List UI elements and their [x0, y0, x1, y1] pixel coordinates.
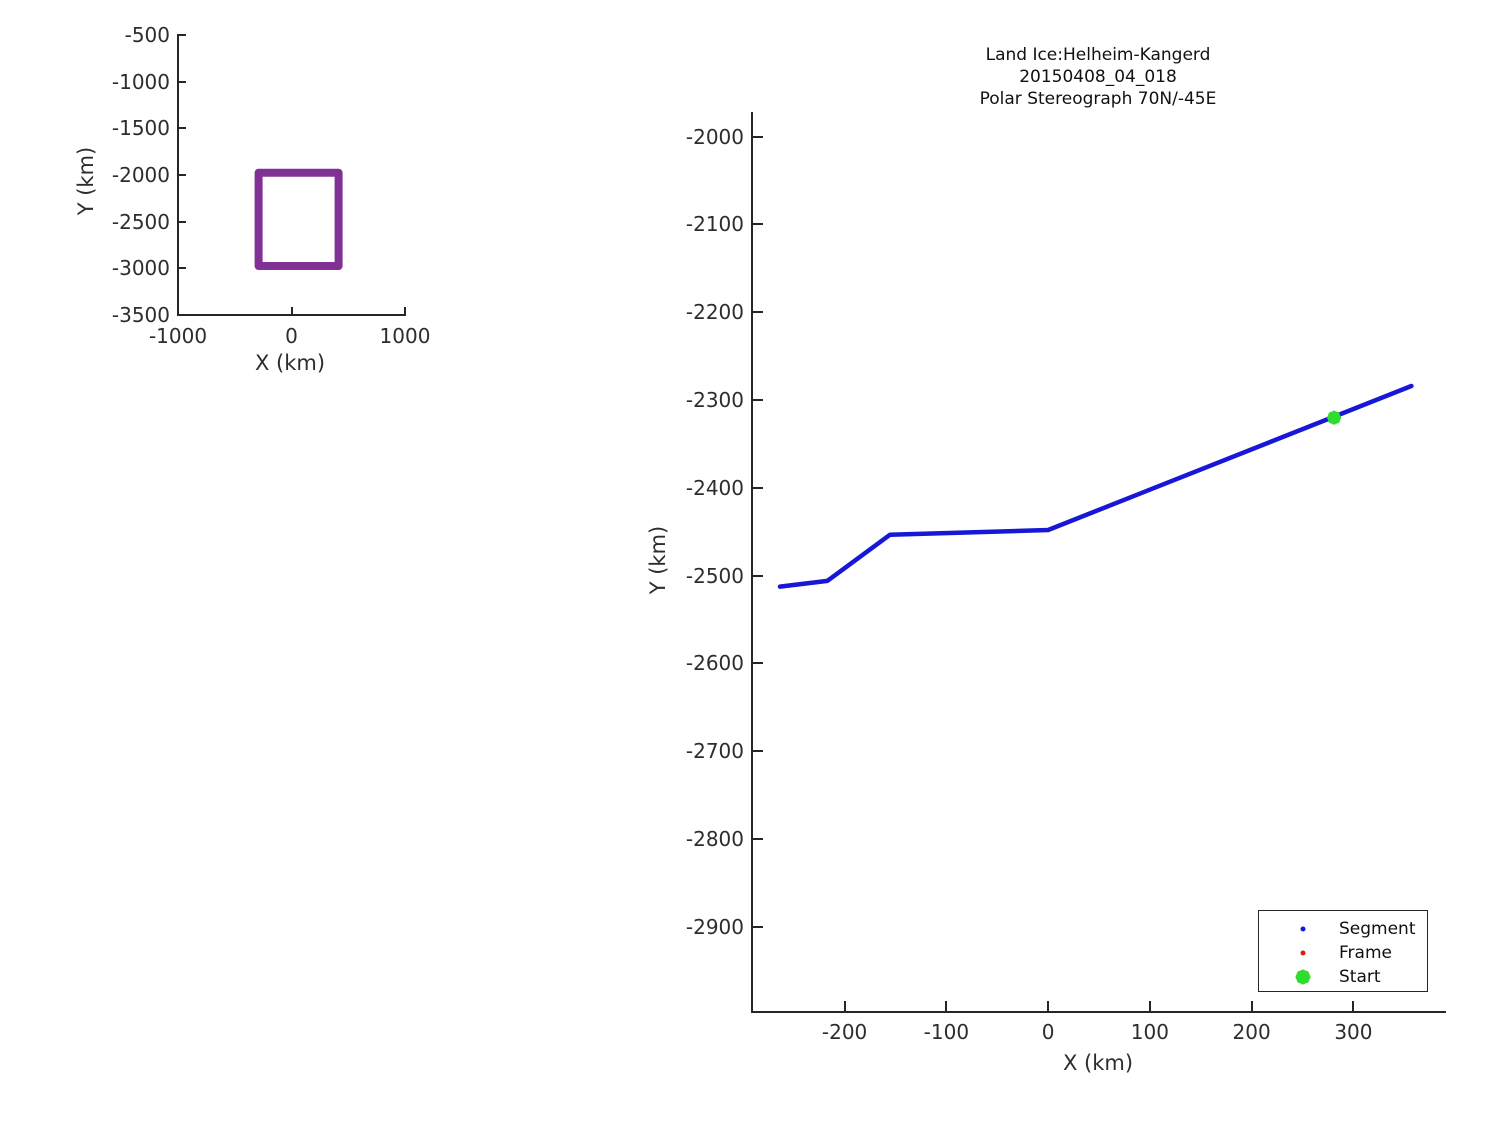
x-tick-mark — [1047, 1001, 1050, 1012]
y-axis-spine — [176, 34, 179, 316]
y-tick-mark — [178, 314, 186, 316]
y-tick-mark — [752, 135, 763, 138]
x-tick-label: -100 — [923, 1020, 970, 1044]
x-tick-label: 0 — [285, 324, 298, 348]
y-tick-mark — [178, 127, 186, 130]
x-tick-label: 1000 — [379, 324, 431, 348]
y-tick-label: -2100 — [685, 212, 744, 237]
y-tick-mark — [752, 223, 763, 226]
x-tick-label: 100 — [1130, 1020, 1169, 1044]
legend-label-segment: Segment — [1339, 919, 1416, 939]
y-tick-label: -3000 — [111, 256, 170, 281]
y-tick-mark — [752, 925, 763, 928]
x-tick-mark — [1250, 1001, 1253, 1012]
x-tick-label: -200 — [821, 1020, 868, 1044]
y-tick-mark — [752, 838, 763, 841]
start-marker-icon — [1294, 968, 1312, 986]
x-axis-spine — [750, 1011, 1446, 1013]
x-tick-label: 200 — [1232, 1020, 1271, 1044]
x-tick-label: -1000 — [148, 324, 208, 348]
x-tick-label: 0 — [1041, 1020, 1055, 1044]
x-tick-mark — [843, 1001, 846, 1012]
y-axis-spine — [750, 112, 753, 1013]
y-tick-mark — [178, 220, 186, 223]
x-tick-mark — [404, 307, 406, 315]
y-tick-label: -2300 — [685, 388, 744, 413]
main-plot-title: Land Ice:Helheim-Kangerd 20150408_04_018… — [848, 44, 1348, 110]
x-tick-mark — [1148, 1001, 1151, 1012]
y-tick-mark — [752, 399, 763, 402]
x-tick-mark — [1352, 1001, 1355, 1012]
y-tick-label: -3500 — [111, 303, 170, 327]
x-tick-mark — [945, 1001, 948, 1012]
y-tick-mark — [752, 662, 763, 665]
y-tick-label: -2200 — [685, 300, 744, 325]
frame-dot-icon — [1300, 950, 1306, 956]
y-tick-mark — [178, 174, 186, 176]
x-tick-label: 300 — [1334, 1020, 1373, 1044]
y-tick-label: -1000 — [111, 69, 170, 94]
legend-entry-segment: Segment — [1259, 917, 1427, 941]
y-tick-mark — [752, 574, 763, 577]
y-tick-mark — [752, 750, 763, 753]
title-line-1: Land Ice:Helheim-Kangerd — [985, 45, 1211, 65]
y-tick-mark — [178, 34, 186, 36]
legend-entry-start: Start — [1259, 965, 1427, 989]
segment-dot-icon — [1300, 926, 1306, 932]
title-line-2: 20150408_04_018 — [1019, 67, 1177, 87]
y-tick-label: -2400 — [685, 475, 744, 500]
y-tick-label: -2700 — [685, 739, 744, 764]
legend-label-frame: Frame — [1339, 943, 1392, 963]
y-tick-mark — [178, 80, 186, 83]
start-legend-marker — [1295, 969, 1311, 985]
x-axis-spine — [176, 314, 406, 316]
y-tick-mark — [752, 486, 763, 489]
y-tick-mark — [178, 267, 186, 270]
segment-track-line — [777, 383, 1414, 589]
x-tick-mark — [177, 307, 179, 315]
x-tick-mark — [290, 307, 293, 315]
start-marker — [1327, 410, 1342, 425]
segment-dot — [1300, 926, 1306, 932]
frame-dot — [1300, 950, 1306, 956]
legend-entry-frame: Frame — [1259, 941, 1427, 965]
legend-label-start: Start — [1339, 967, 1381, 987]
y-tick-label: -1500 — [111, 116, 170, 141]
y-tick-label: -2000 — [685, 124, 744, 149]
y-tick-label: -2900 — [685, 914, 744, 939]
y-tick-label: -2500 — [111, 209, 170, 234]
y-tick-label: -2800 — [685, 827, 744, 852]
clover-glyph — [1295, 969, 1311, 985]
overview-x-axis-label: X (km) — [254, 351, 326, 375]
y-tick-label: -2600 — [685, 651, 744, 676]
main-x-axis-label: X (km) — [1062, 1051, 1134, 1075]
y-tick-mark — [752, 311, 763, 314]
y-tick-label: -500 — [124, 23, 170, 47]
main-y-axis-label: Y (km) — [646, 525, 670, 595]
y-tick-label: -2000 — [111, 163, 170, 187]
y-tick-label: -2500 — [685, 563, 744, 588]
title-line-3: Polar Stereograph 70N/-45E — [979, 89, 1217, 109]
legend: Segment Frame Start — [1258, 910, 1428, 992]
